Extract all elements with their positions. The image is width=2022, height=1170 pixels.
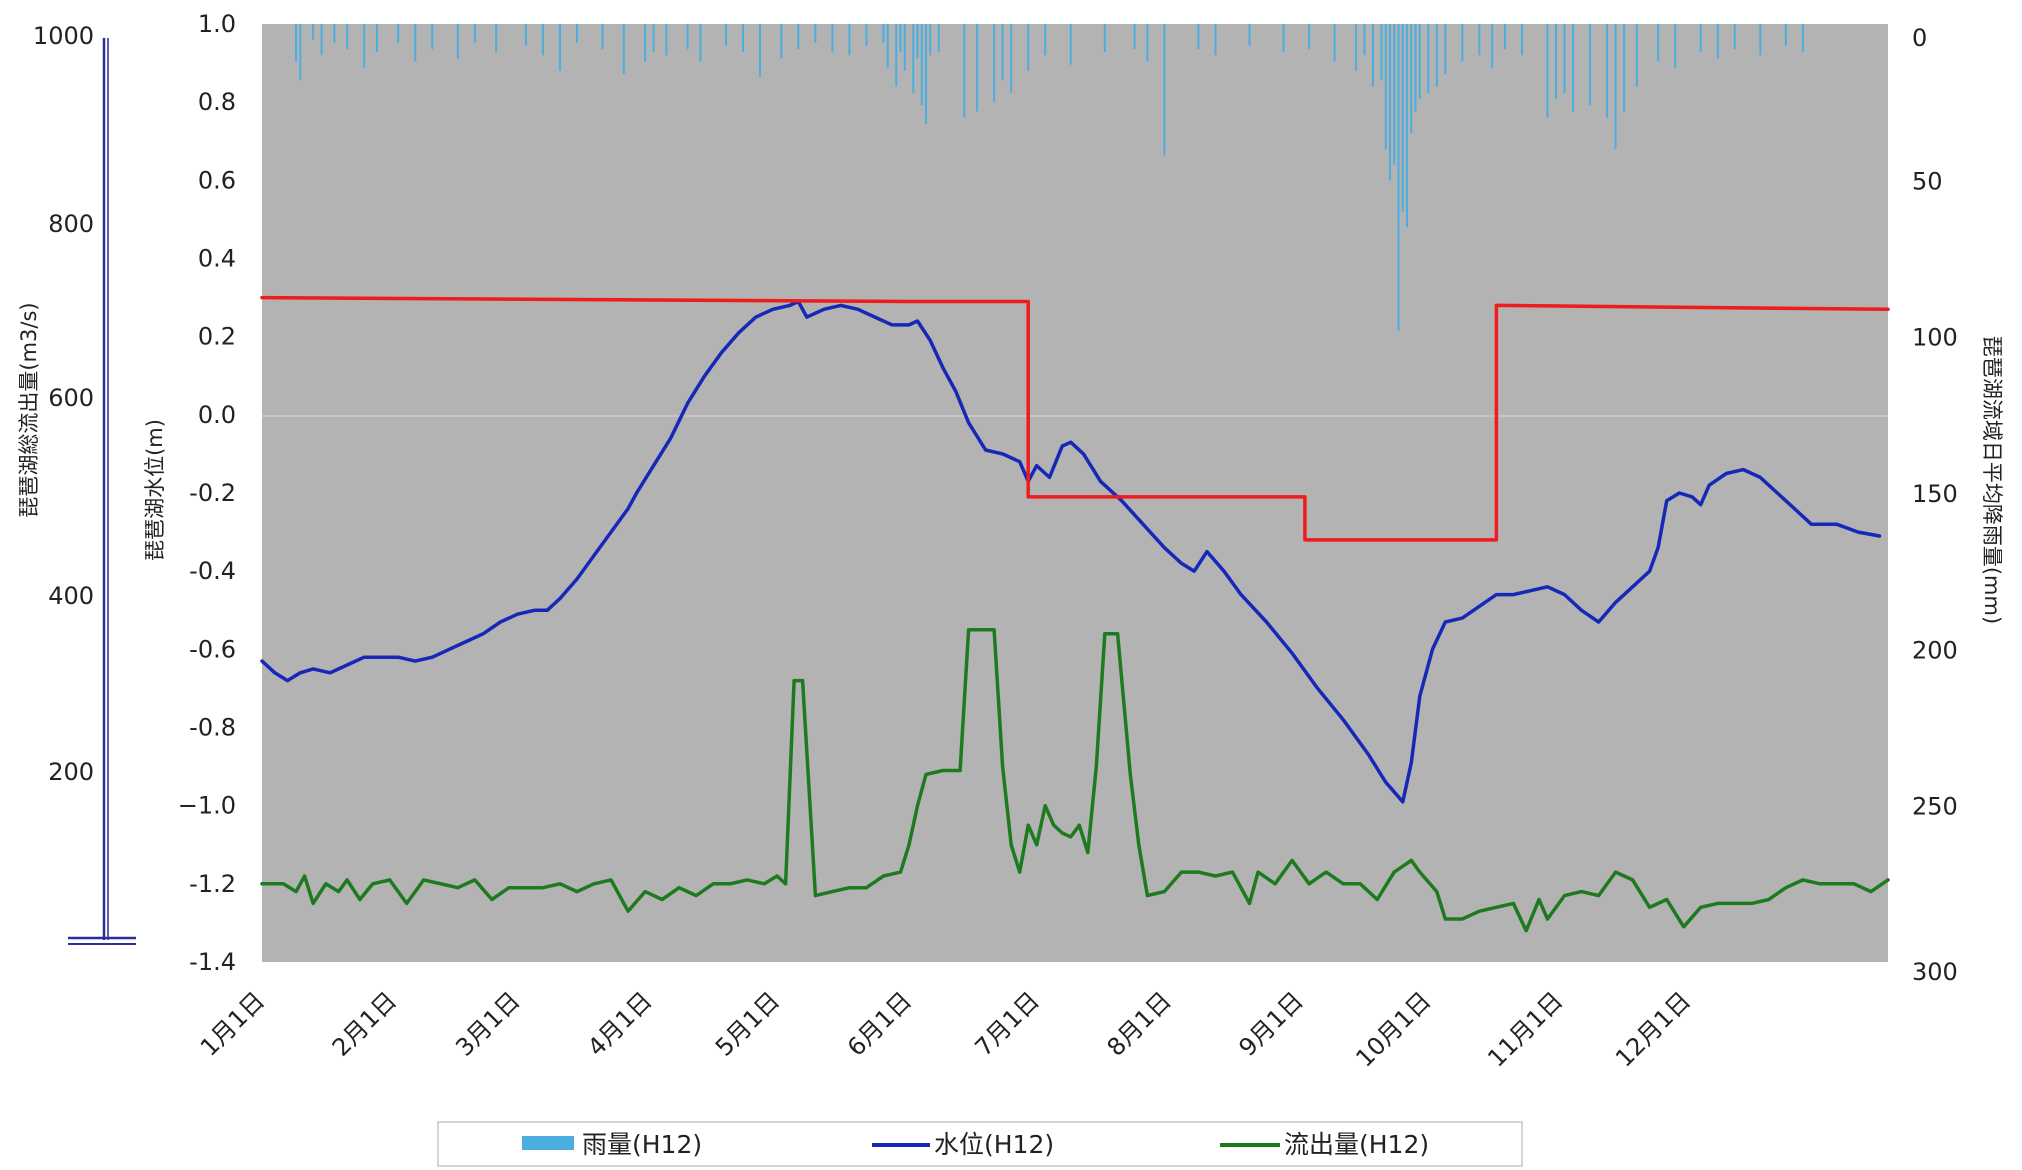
legend: 雨量(H12) 水位(H12) 流出量(H12) <box>437 1121 1523 1167</box>
date-tick-label: 3月1日 <box>450 986 525 1061</box>
rain-axis: 0 50 100 150 200 250 300 <box>1912 24 1958 986</box>
date-tick-label: 4月1日 <box>582 986 657 1061</box>
rain-bars <box>295 24 1804 331</box>
level-tick-label: -0.4 <box>189 557 236 585</box>
date-tick-label: 6月1日 <box>842 986 917 1061</box>
rain-tick-label: 50 <box>1912 167 1943 195</box>
limit-step-line <box>260 295 1890 542</box>
level-tick-label: 0.2 <box>198 323 236 351</box>
date-tick-label: 5月1日 <box>710 986 785 1061</box>
level-tick-label: -0.6 <box>189 635 236 663</box>
outflow-tick-label: 200 <box>48 758 94 786</box>
series-lines <box>260 295 1890 933</box>
rain-tick-label: 250 <box>1912 793 1958 821</box>
outflow-line <box>260 628 1890 933</box>
date-tick-label: 2月1日 <box>327 986 402 1061</box>
outflow-tick-label: 600 <box>48 384 94 412</box>
outflow-tick-label: 1000 <box>33 22 94 50</box>
date-tick-label: 7月1日 <box>970 986 1045 1061</box>
date-tick-label: 11月1日 <box>1482 986 1568 1072</box>
level-axis-title: 琵琶湖水位(m) <box>143 419 167 561</box>
legend-rain-label: 雨量(H12) <box>582 1130 702 1159</box>
outflow-tick-label: 400 <box>48 582 94 610</box>
legend-frame <box>437 1121 1523 1167</box>
level-axis: 1.0 0.8 0.6 0.4 0.2 0.0 -0.2 -0.4 -0.6 -0.8 −1.0 -1… <box>178 10 236 976</box>
rain-axis-title: 琵琶湖流域日平均降雨量(mm) <box>1980 336 2004 624</box>
level-tick-label: -1.4 <box>189 948 236 976</box>
date-axis: 1月1日 2月1日 3月1日 4月1日 5月1日 6月1日 7月1日 8月1日 9月1日 10月1… <box>195 986 1696 1072</box>
level-tick-label: -0.2 <box>189 479 236 507</box>
outflow-axis-title: 琵琶湖総流出量(m3/s) <box>17 302 41 517</box>
outflow-tick-label: 800 <box>48 210 94 238</box>
rain-tick-label: 100 <box>1912 324 1958 352</box>
level-line <box>260 299 1882 804</box>
rain-tick-label: 0 <box>1912 24 1927 52</box>
rain-tick-label: 200 <box>1912 636 1958 664</box>
legend-level-label: 水位(H12) <box>934 1130 1054 1159</box>
level-tick-label: -0.8 <box>189 714 236 742</box>
date-tick-label: 9月1日 <box>1233 986 1308 1061</box>
level-tick-label: -1.2 <box>189 870 236 898</box>
date-tick-label: 1月1日 <box>195 986 270 1061</box>
date-tick-label: 10月1日 <box>1350 986 1436 1072</box>
rain-tick-label: 300 <box>1912 958 1958 986</box>
level-tick-label: 0.8 <box>198 88 236 116</box>
legend-rain-swatch <box>522 1136 574 1150</box>
rain-tick-label: 150 <box>1912 480 1958 508</box>
level-tick-label: −1.0 <box>178 792 236 820</box>
level-tick-label: 1.0 <box>198 10 236 38</box>
date-tick-label: 8月1日 <box>1102 986 1177 1061</box>
date-tick-label: 12月1日 <box>1610 986 1696 1072</box>
plot-area <box>262 24 1888 962</box>
level-tick-label: 0.4 <box>198 245 236 273</box>
level-tick-label: 0.6 <box>198 166 236 194</box>
legend-outflow-label: 流出量(H12) <box>1284 1130 1429 1159</box>
level-tick-label: 0.0 <box>198 401 236 429</box>
outflow-outer-axis: 1000 800 600 400 200 <box>33 22 136 945</box>
